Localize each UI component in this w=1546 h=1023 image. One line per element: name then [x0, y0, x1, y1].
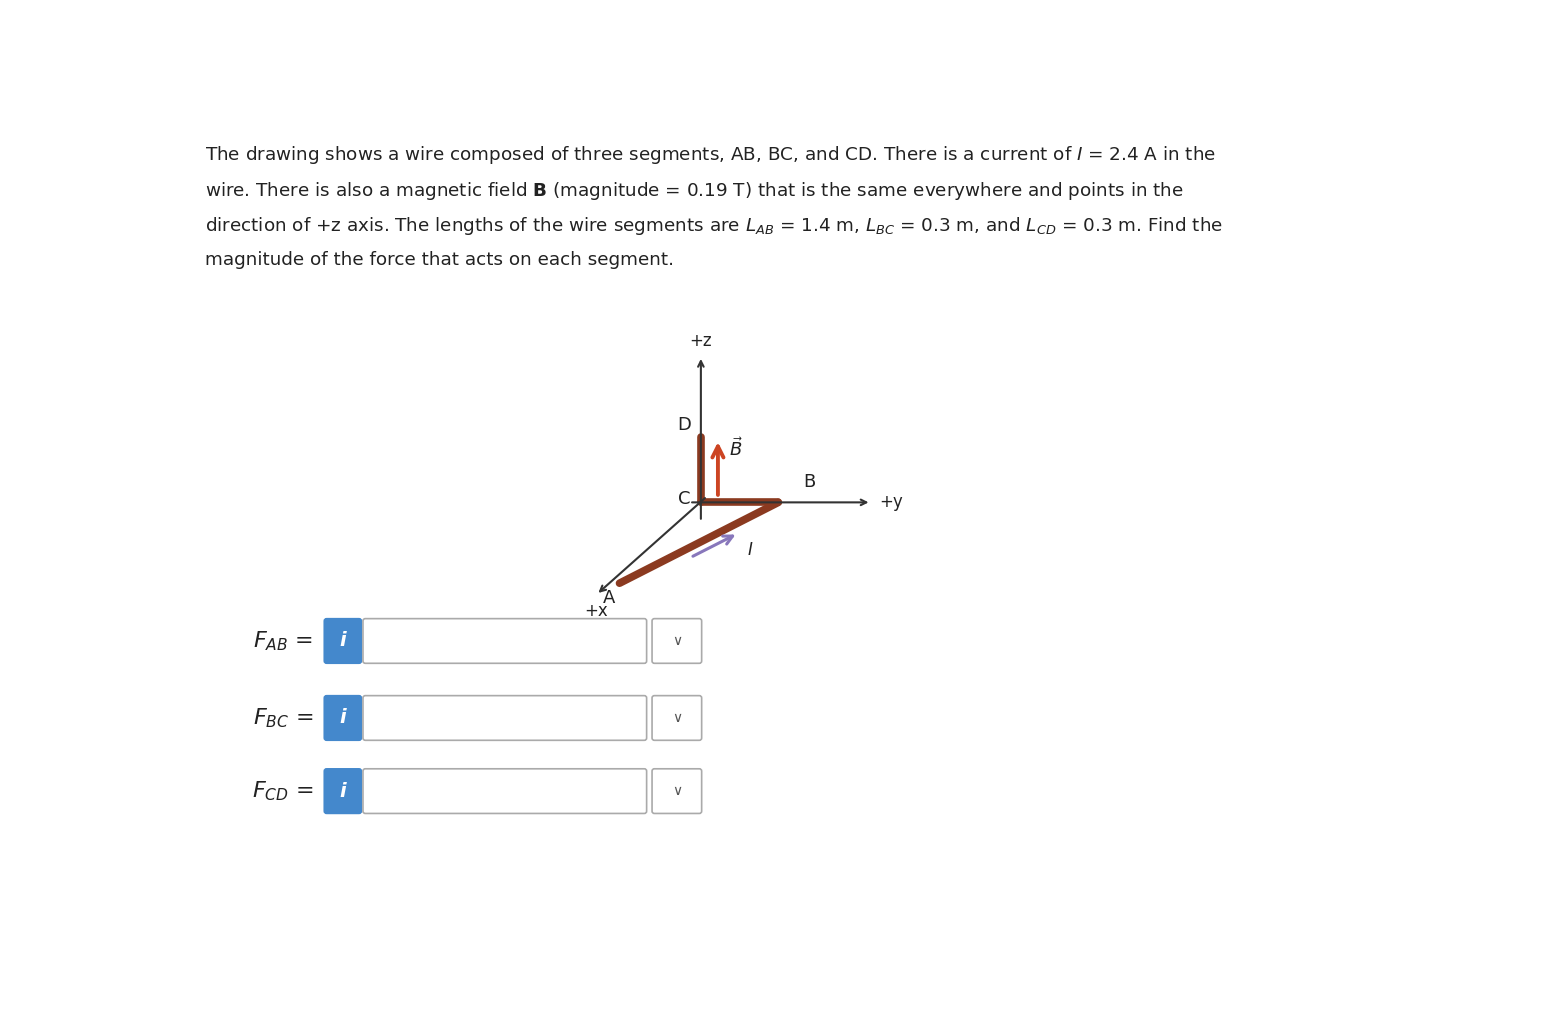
FancyBboxPatch shape — [363, 696, 646, 741]
FancyBboxPatch shape — [363, 769, 646, 813]
Text: $I$: $I$ — [747, 541, 754, 559]
Text: i: i — [340, 709, 346, 727]
FancyBboxPatch shape — [652, 619, 702, 663]
Text: direction of +z axis. The lengths of the wire segments are $L_{AB}$ = 1.4 m, $L_: direction of +z axis. The lengths of the… — [206, 215, 1223, 237]
Text: $\vec{B}$: $\vec{B}$ — [728, 437, 744, 460]
Text: $F_{AB}$ =: $F_{AB}$ = — [254, 629, 314, 653]
Text: B: B — [804, 473, 815, 491]
Text: wire. There is also a magnetic field $\mathbf{B}$ (magnitude = 0.19 T) that is t: wire. There is also a magnetic field $\m… — [206, 180, 1184, 202]
Text: ∨: ∨ — [673, 711, 682, 725]
FancyBboxPatch shape — [652, 696, 702, 741]
Text: C: C — [679, 490, 691, 507]
Text: ∨: ∨ — [673, 784, 682, 798]
Text: D: D — [677, 415, 691, 434]
FancyBboxPatch shape — [323, 768, 362, 814]
FancyBboxPatch shape — [323, 618, 362, 664]
Text: +y: +y — [880, 493, 903, 512]
FancyBboxPatch shape — [363, 619, 646, 663]
Text: $F_{BC}$ =: $F_{BC}$ = — [254, 706, 314, 729]
Text: magnitude of the force that acts on each segment.: magnitude of the force that acts on each… — [206, 251, 674, 269]
Text: i: i — [340, 631, 346, 651]
Text: ∨: ∨ — [673, 634, 682, 648]
Text: A: A — [603, 589, 615, 608]
FancyBboxPatch shape — [323, 695, 362, 741]
Text: +x: +x — [584, 603, 608, 621]
Text: $F_{CD}$ =: $F_{CD}$ = — [252, 780, 314, 803]
Text: +z: +z — [690, 331, 713, 350]
Text: The drawing shows a wire composed of three segments, AB, BC, and CD. There is a : The drawing shows a wire composed of thr… — [206, 144, 1215, 167]
FancyBboxPatch shape — [652, 769, 702, 813]
Text: i: i — [340, 782, 346, 801]
